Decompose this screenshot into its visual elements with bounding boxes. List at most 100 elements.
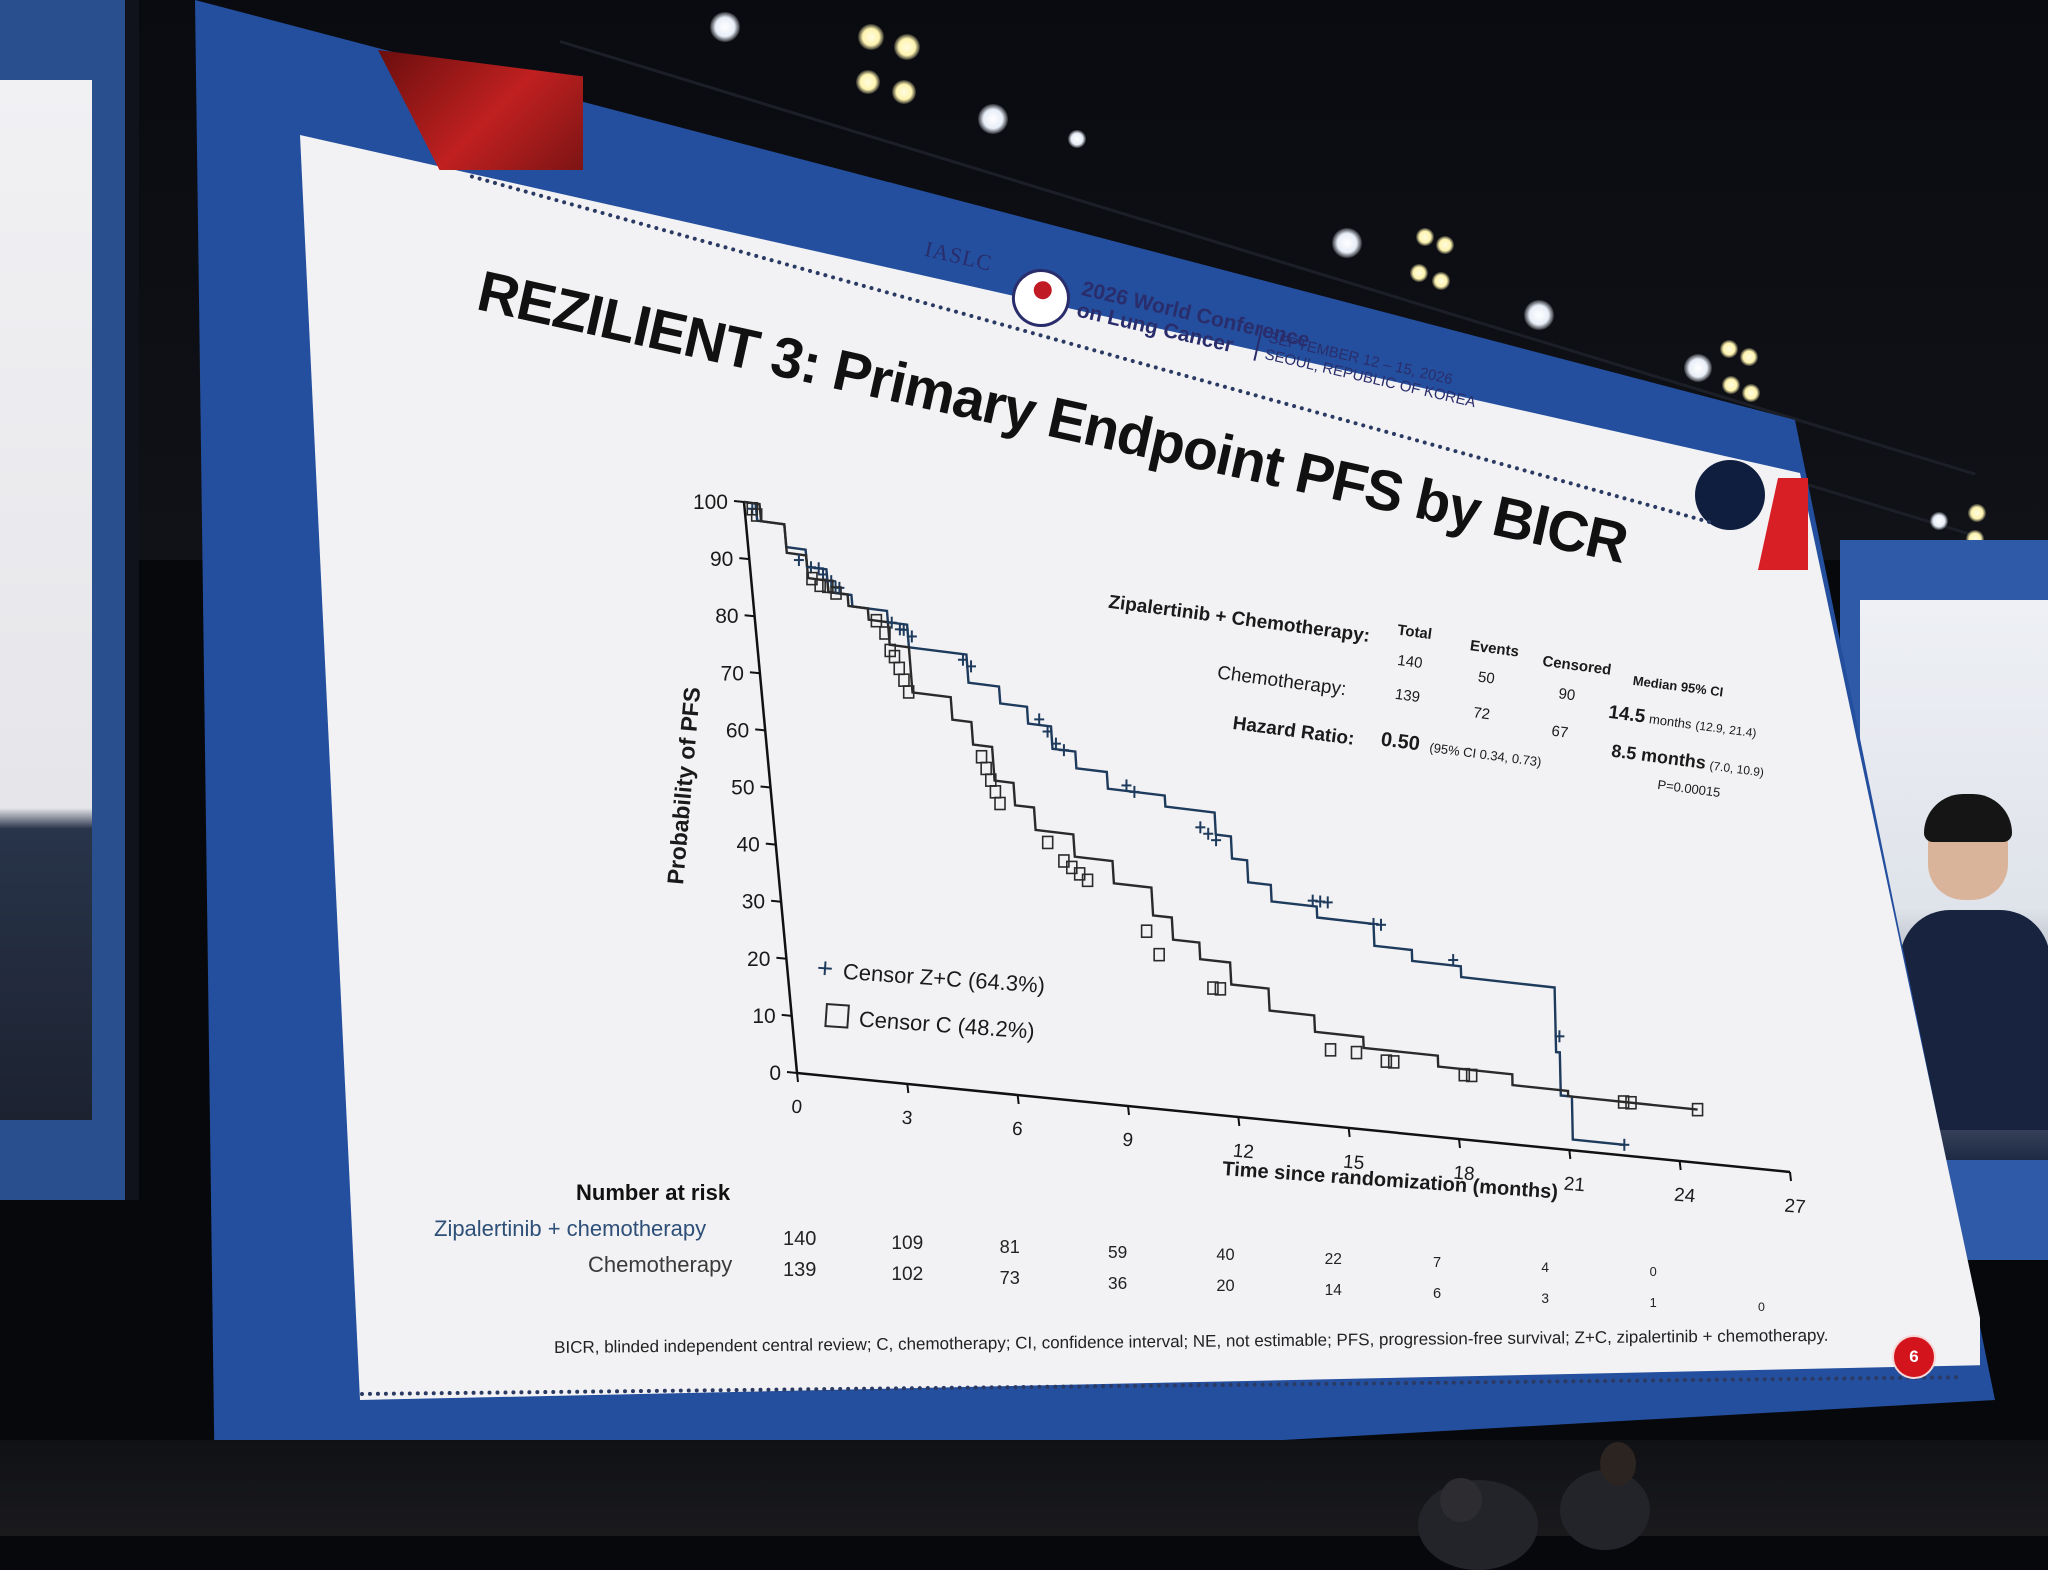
c-censor-mark <box>1041 835 1054 850</box>
stage-light <box>1416 228 1434 246</box>
risk-c-value: 3 <box>1541 1290 1549 1306</box>
y-tick-label: 0 <box>769 1062 781 1085</box>
x-tick-label: 21 <box>1563 1174 1586 1197</box>
risk-c-value: 139 <box>783 1259 817 1281</box>
stage-light <box>858 24 884 50</box>
zc-survival-curve <box>743 500 1625 1146</box>
x-axis-line <box>796 1071 1791 1174</box>
y-tick-label: 90 <box>710 548 733 571</box>
stage-light <box>894 34 920 60</box>
risk-zc-value: 0 <box>1649 1264 1657 1279</box>
y-tick-mark <box>739 557 750 561</box>
chart-censor-marks <box>746 501 1704 1151</box>
c-censor-mark <box>1207 981 1219 995</box>
risk-zc-value: 40 <box>1216 1246 1235 1264</box>
chart-series <box>743 500 1698 1146</box>
x-tick-mark <box>1016 1094 1020 1105</box>
c-censor-mark <box>1380 1054 1393 1068</box>
x-tick-mark <box>906 1083 910 1094</box>
stage-light <box>710 12 740 42</box>
c-censor-mark <box>1691 1102 1704 1117</box>
c-censor-mark <box>989 785 1002 799</box>
left-side-screen <box>0 0 139 1200</box>
risk-c-value: 36 <box>1108 1272 1128 1293</box>
c-censor-mark <box>879 626 891 640</box>
c-censor-mark <box>1214 982 1227 996</box>
risk-row-zc-label: Zipalertinib + chemotherapy <box>434 1216 707 1241</box>
x-tick-mark <box>1789 1171 1792 1182</box>
corner-decoration <box>1695 460 1765 530</box>
risk-zc-value: 22 <box>1324 1250 1342 1268</box>
zc-median-unit: months <box>1648 711 1693 732</box>
y-tick-label: 10 <box>752 1005 775 1028</box>
y-tick-mark <box>771 899 782 903</box>
x-tick-label: 24 <box>1673 1185 1696 1208</box>
risk-c-value: 0 <box>1758 1299 1765 1314</box>
risk-c-value: 6 <box>1433 1286 1442 1302</box>
stage-light <box>1740 348 1758 366</box>
km-chart: 0 3 6 9 12 15 18 21 24 27 0 10 20 30 40 50 60 70 80 90 100 P… <box>662 491 1807 1218</box>
c-censor-mark <box>870 613 883 628</box>
x-tick-mark <box>1347 1127 1351 1138</box>
y-axis-label: Probability of PFS <box>662 686 705 886</box>
c-censor-mark <box>830 586 842 600</box>
c-censor-mark <box>902 685 915 699</box>
stage-light <box>1684 354 1712 382</box>
y-tick-label: 30 <box>742 891 765 914</box>
left-side-screen-content <box>0 80 92 1120</box>
stage-light <box>1968 504 1986 522</box>
y-tick-label: 70 <box>721 662 744 685</box>
x-tick-mark <box>796 1072 799 1083</box>
c-censor-mark <box>1350 1045 1363 1060</box>
stage-light <box>1720 340 1738 358</box>
x-tick-label: 9 <box>1122 1130 1134 1152</box>
risk-zc-value: 81 <box>999 1237 1020 1257</box>
c-total: 139 <box>1393 685 1421 707</box>
y-tick-label: 80 <box>715 605 738 628</box>
audience-head <box>1560 1470 1650 1550</box>
risk-c-value: 102 <box>891 1263 924 1285</box>
zc-censored: 90 <box>1557 685 1577 705</box>
chart-axes: 0 3 6 9 12 15 18 21 24 27 0 10 20 30 40 50 60 70 80 90 100 <box>693 491 1807 1218</box>
stage-light <box>892 80 916 104</box>
y-tick-mark <box>755 728 766 732</box>
y-tick-mark <box>744 614 755 618</box>
y-tick-label: 60 <box>726 719 749 742</box>
stage-light <box>1524 300 1554 330</box>
hazard-ratio-value: 0.50 <box>1379 728 1422 756</box>
c-censor-mark <box>750 508 763 522</box>
stage-light <box>1332 228 1362 258</box>
c-censor-mark <box>898 673 910 687</box>
audience-head <box>1440 1478 1482 1522</box>
risk-zc-value: 4 <box>1541 1259 1549 1275</box>
stage-light <box>1432 272 1450 290</box>
c-censor-mark <box>1625 1095 1637 1110</box>
c-survival-curve <box>743 500 1698 1111</box>
c-censor-mark <box>1153 947 1165 962</box>
c-censored: 67 <box>1550 722 1570 742</box>
stage-light <box>856 70 880 94</box>
y-tick-label: 50 <box>731 777 754 800</box>
risk-zc-value: 7 <box>1433 1255 1442 1271</box>
x-tick-label: 27 <box>1784 1196 1807 1219</box>
y-tick-label: 40 <box>736 834 759 857</box>
y-tick-mark <box>786 1071 798 1074</box>
x-tick-mark <box>1458 1138 1461 1149</box>
x-axis-label: Time since randomization (months) <box>1222 1158 1559 1203</box>
audience-area <box>0 1440 2048 1536</box>
audience-head <box>1600 1442 1636 1486</box>
right-side-screen-content <box>1860 600 2048 1160</box>
stage-light <box>1930 512 1948 530</box>
x-tick-label: 15 <box>1342 1152 1365 1175</box>
stage-light <box>1722 376 1740 394</box>
risk-c-value: 20 <box>1216 1277 1235 1295</box>
risk-table-title: Number at risk <box>576 1180 731 1205</box>
y-tick-label: 20 <box>747 948 770 971</box>
risk-c-value: 73 <box>999 1268 1020 1288</box>
plus-censor-icon: + <box>815 952 835 985</box>
c-censor-mark <box>1458 1067 1471 1082</box>
y-tick-label: 100 <box>693 491 728 514</box>
y-tick-mark <box>749 671 760 675</box>
x-tick-label: 0 <box>791 1097 803 1119</box>
c-censor-mark <box>1465 1068 1478 1083</box>
